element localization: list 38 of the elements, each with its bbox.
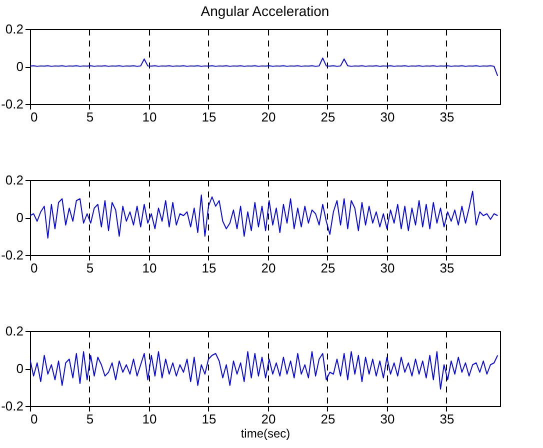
x-tick-label: 15 [202,260,216,276]
x-tick-label: 25 [320,412,336,426]
y-tick-label: 0 [16,361,24,376]
x-tick-label: 35 [440,110,454,124]
x-axis-title: time(sec) [240,426,290,440]
y-tick-label: 0.2 [5,324,24,338]
x-tick-label: 20 [261,412,276,426]
x-tick-label: 25 [320,110,336,124]
line-series [30,351,498,390]
x-tick-label: 0 [30,110,38,124]
x-tick-label: 30 [380,412,395,426]
x-tick-label: 15 [202,412,216,426]
x-tick-label: 25 [320,260,336,276]
x-tick-label: 30 [380,110,395,124]
x-tick-label: 10 [142,260,157,276]
chart-title: Angular Acceleration [200,3,330,19]
x-tick-label: 0 [30,412,38,426]
x-tick-label: 15 [202,110,216,124]
y-tick-label: -0.2 [1,248,24,262]
x-tick-label: 10 [142,110,157,124]
x-tick-label: 0 [30,260,38,276]
x-tick-label: 30 [380,260,395,276]
y-tick-label: -0.2 [1,96,24,112]
x-tick-label: 5 [86,110,94,124]
y-tick-label: 0 [16,210,24,225]
x-tick-label: 5 [86,260,94,276]
y-tick-label: -0.2 [1,398,24,414]
x-tick-label: 10 [142,412,157,426]
x-tick-label: 20 [261,260,276,276]
x-tick-label: 35 [440,412,454,426]
x-tick-label: 35 [440,260,454,276]
y-tick-label: 0.2 [5,22,24,36]
line-series [30,58,498,76]
x-tick-label: 20 [261,110,276,124]
line-series [30,190,498,239]
y-tick-label: 0.2 [5,172,24,188]
x-tick-label: 5 [86,412,94,426]
y-tick-label: 0 [16,59,24,74]
